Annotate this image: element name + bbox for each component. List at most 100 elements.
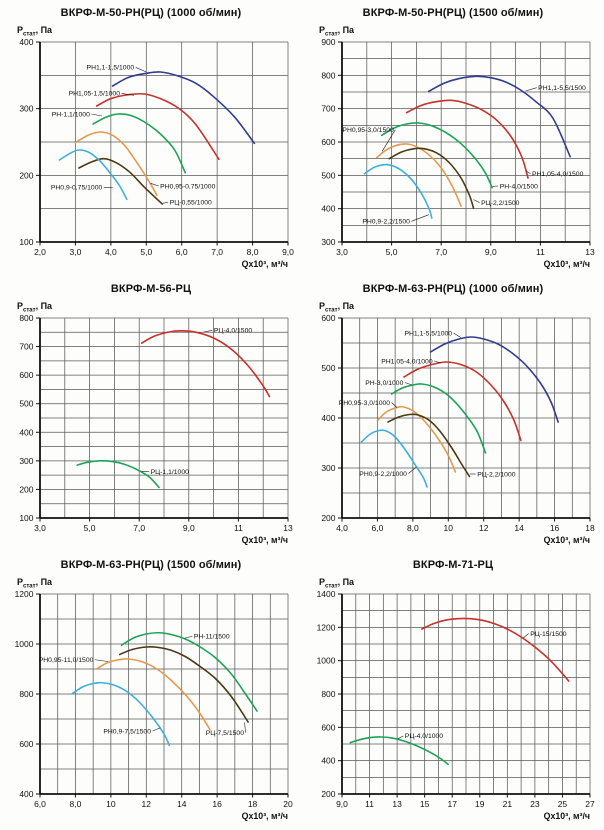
x-tick-label: 9,0 <box>336 799 348 809</box>
chart-vkrf-m-56-rc: ВКРФ-М-56-РЦ 3,0 5,0 7,0 9,0 11 13 100 200 300 40… <box>0 278 302 554</box>
x-tick-label: 3,0 <box>70 247 82 257</box>
x-tick-label: 12 <box>142 799 152 809</box>
x-tick-label: 7,0 <box>435 247 447 257</box>
x-tick-label: 8,0 <box>70 799 82 809</box>
x-axis-label: Qx10³, м³/ч <box>544 811 590 821</box>
chart-canvas: 9,0 11 13 15 17 19 21 23 25 27 200 400 600 800 1000 120… <box>317 577 595 821</box>
series-label: РЦ-1,1/1000 <box>151 469 190 476</box>
series-label: РЦ-0,55/1000 <box>170 199 212 206</box>
y-tick-label: 1000 <box>317 656 336 666</box>
x-tick-label: 14 <box>177 799 187 809</box>
x-tick-label: 6,0 <box>34 799 46 809</box>
axis-tick-labels: 3,0 5,0 7,0 9,0 11 13 100 200 300 400 500 600 700 800 <box>19 313 293 533</box>
x-tick-label: 8,0 <box>247 247 259 257</box>
label-leader-line <box>522 633 529 639</box>
y-tick-label: 400 <box>321 756 335 766</box>
series-label: РЦ-15/1500 <box>530 631 567 638</box>
label-leader-line <box>203 329 213 333</box>
y-tick-label: 600 <box>19 739 33 749</box>
series-curve-РН-1,1/1000 <box>92 113 187 174</box>
series-curve-РН0,9-2,2/1000 <box>360 429 428 488</box>
series-label: РН-1,1/1000 <box>52 111 90 118</box>
y-tick-label: 300 <box>321 237 335 247</box>
chart-vkrf-m-50-rn-rc-1000: ВКРФ-М-50-РН(РЦ) (1000 об/мин) 2,0 3,0 4,0… <box>0 2 302 278</box>
chart-canvas: 3,0 5,0 7,0 9,0 11 13 100 200 300 400 500 600 700 800… <box>17 301 293 545</box>
chart-title: ВКРФ-М-63-РН(РЦ) (1000 об/мин) <box>362 283 544 295</box>
x-tick-label: 13 <box>283 523 293 533</box>
x-tick-label: 20 <box>283 799 293 809</box>
x-axis-label: Qx10³, м³/ч <box>242 535 288 545</box>
x-tick-label: 16 <box>212 799 222 809</box>
x-tick-label: 10 <box>106 799 116 809</box>
x-tick-label: 11 <box>365 799 374 809</box>
y-tick-label: 300 <box>19 104 33 114</box>
axis-tick-labels: 9,0 11 13 15 17 19 21 23 25 27 200 400 600 800 1000 120… <box>317 589 595 809</box>
y-tick-label: 1200 <box>317 622 336 632</box>
x-tick-label: 2,0 <box>34 247 46 257</box>
series-label: РН0,95-0,75/1000 <box>160 183 215 190</box>
x-tick-label: 9,0 <box>485 247 497 257</box>
y-tick-label: 600 <box>321 722 335 732</box>
series-label: РН0,9-2,2/1500 <box>362 219 410 226</box>
grid-lines <box>39 41 289 243</box>
grid-lines <box>341 41 591 243</box>
series-curve-РН0,9-2,2/1500 <box>363 163 433 219</box>
x-tick-label: 7,0 <box>133 523 145 533</box>
series-label: РН0,9-0,75/1000 <box>51 185 103 192</box>
series-curve-РН0,9-0,75/1000 <box>58 149 128 201</box>
series-label: РН0,95-11,0/1500 <box>39 657 94 664</box>
y-axis-label: Pстат, Па <box>319 577 355 589</box>
series-label: РЦ-4,0/1500 <box>214 328 253 335</box>
x-tick-label: 5,0 <box>84 523 96 533</box>
y-tick-label: 300 <box>321 463 335 473</box>
series-label: РЦ-7,5/1500 <box>206 730 245 737</box>
label-leader-line <box>152 727 161 732</box>
series-label: РН1,05-4,0/1000 <box>381 358 433 365</box>
chart-title: ВКРФ-М-56-РЦ <box>110 283 192 295</box>
x-tick-label: 21 <box>503 799 513 809</box>
series-curve-РН0,95-3,0/1500 <box>375 143 462 207</box>
y-tick-label: 500 <box>19 399 33 409</box>
series-label: РН1,1-1,5/1000 <box>87 65 135 72</box>
series-curve-РН-3,0/1000 <box>390 383 487 454</box>
series-curve-РН0,9-7,5/1500 <box>71 681 171 747</box>
x-tick-label: 13 <box>585 247 595 257</box>
y-tick-label: 900 <box>321 37 335 47</box>
y-tick-label: 300 <box>19 456 33 466</box>
axis-ticks <box>338 41 591 246</box>
x-tick-label: 4,0 <box>336 523 348 533</box>
label-leader-line <box>525 87 537 92</box>
x-tick-label: 11 <box>234 523 243 533</box>
y-tick-label: 200 <box>321 789 335 799</box>
grid-lines <box>39 593 289 795</box>
series-label: РН0,9-2,2/1000 <box>359 471 407 478</box>
series-curve-РН-4,0/1500 <box>380 122 493 189</box>
label-leader-line <box>391 402 398 408</box>
grid-lines <box>39 317 289 519</box>
axis-ticks <box>338 593 591 798</box>
y-tick-label: 200 <box>321 513 335 523</box>
x-tick-label: 7,0 <box>211 247 223 257</box>
series-curve-РЦ-4,0/1500 <box>140 330 271 398</box>
label-leader-line <box>408 466 417 474</box>
y-tick-label: 1000 <box>15 639 34 649</box>
y-tick-label: 100 <box>19 513 33 523</box>
x-tick-label: 23 <box>530 799 540 809</box>
chart-vkrf-m-50-rn-rc-1500: ВКРФ-М-50-РН(РЦ) (1500 об/мин) 3,0 5,0 7,0… <box>302 2 604 278</box>
x-tick-label: 6,0 <box>372 523 384 533</box>
series-label: РН0,95-3,0/1500 <box>342 127 394 134</box>
axis-lines <box>39 318 288 519</box>
chart-vkrf-m-71-rc: ВКРФ-М-71-РЦ 9,0 11 13 15 17 19 21 23 25 27 200 400… <box>302 554 604 830</box>
series-label: РЦ-2,2/1500 <box>481 200 520 207</box>
x-tick-label: 27 <box>585 799 595 809</box>
label-leader-line <box>121 93 134 96</box>
axis-ticks <box>36 41 289 246</box>
y-tick-label: 1200 <box>15 589 34 599</box>
y-tick-label: 800 <box>19 313 33 323</box>
label-leader-line <box>244 722 246 733</box>
axis-tick-labels: 6,0 8,0 10 12 14 16 18 20 400 600 800 1000 1200 <box>15 589 293 809</box>
axis-ticks <box>36 317 289 522</box>
x-tick-label: 18 <box>248 799 258 809</box>
axis-tick-labels: 4,0 6,0 8,0 10 12 14 16 18 200 300 400 500 600 <box>321 313 595 533</box>
